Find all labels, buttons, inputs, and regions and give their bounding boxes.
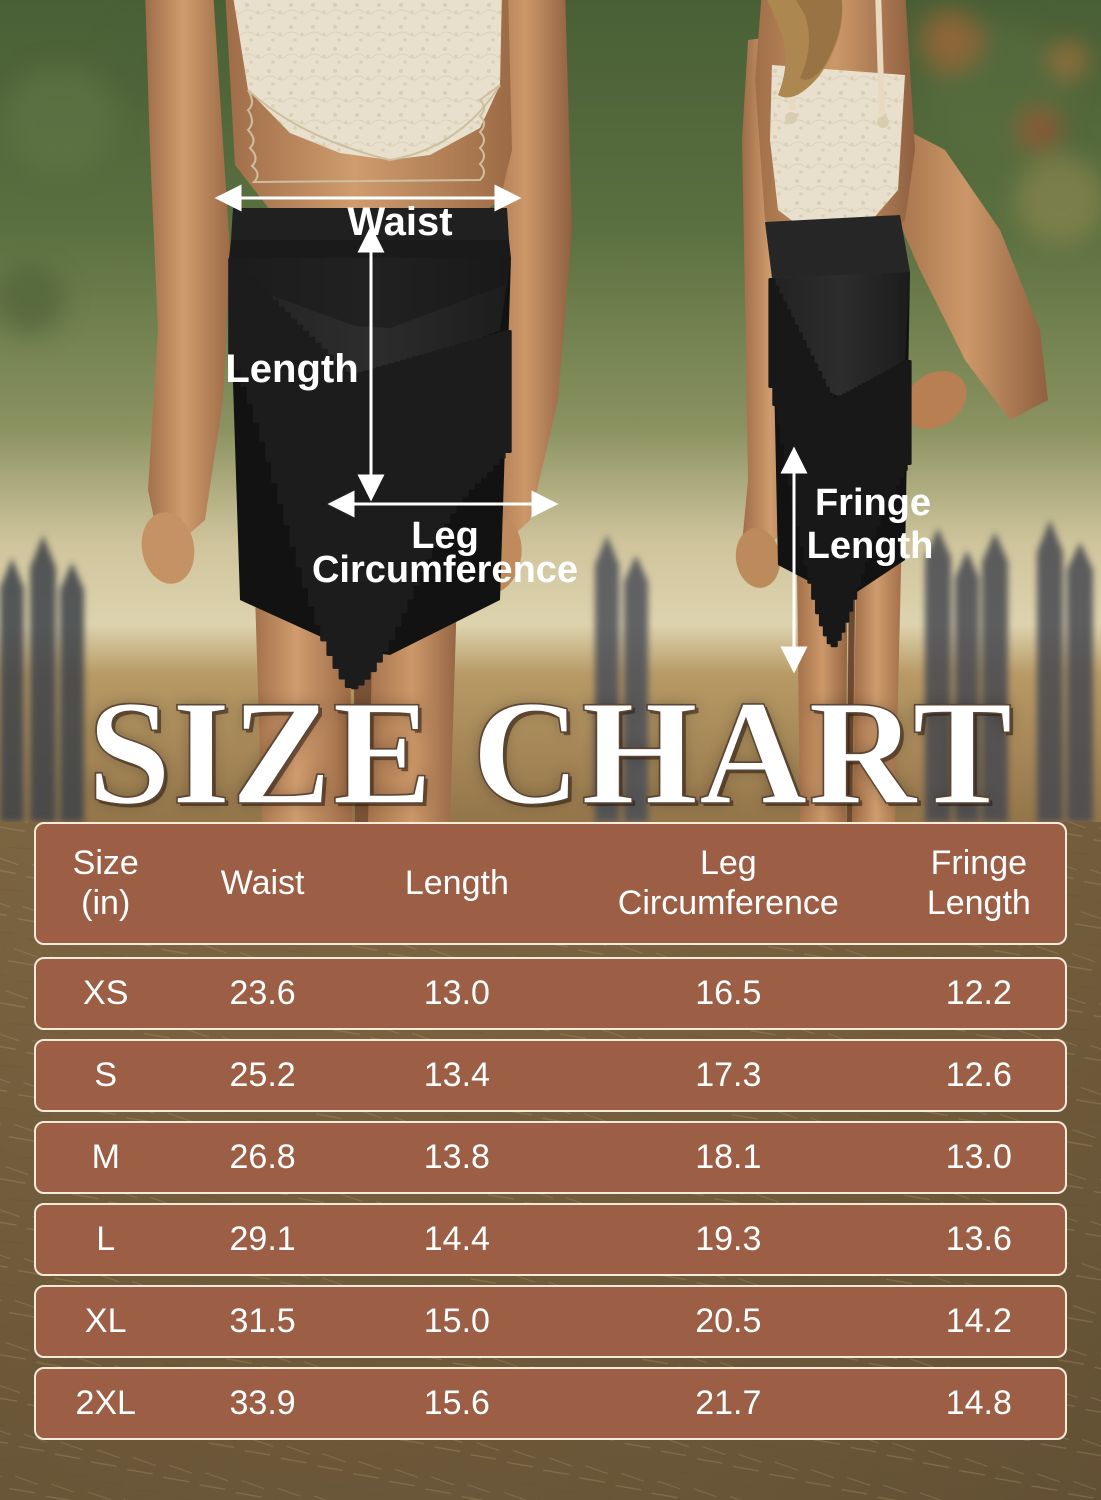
svg-text:Length: Length (807, 525, 934, 567)
svg-text:Waist: Waist (347, 200, 452, 244)
svg-text:Fringe: Fringe (815, 482, 931, 524)
svg-text:Circumference: Circumference (312, 549, 578, 591)
svg-text:Length: Length (225, 347, 358, 391)
